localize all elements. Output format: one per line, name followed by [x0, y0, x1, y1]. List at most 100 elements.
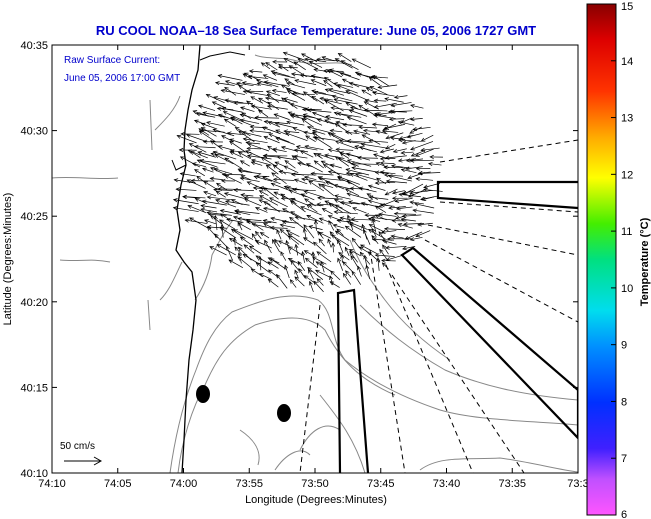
current-vector [274, 121, 295, 129]
current-vector [311, 256, 327, 265]
current-vector [202, 167, 214, 173]
current-vector [239, 118, 260, 124]
current-vector [371, 122, 389, 127]
current-vector [304, 175, 317, 181]
current-vector [214, 233, 227, 247]
scale-label: 50 cm/s [60, 441, 95, 452]
current-vector [302, 227, 307, 240]
current-vector [200, 122, 216, 129]
current-vector [322, 163, 341, 176]
current-vector [333, 199, 352, 207]
current-vector [375, 129, 388, 135]
current-vector [224, 157, 242, 169]
y-tick-label: 40:20 [20, 297, 48, 309]
current-vector [397, 138, 422, 143]
current-vector [283, 165, 299, 174]
current-vector [203, 219, 217, 225]
current-vector [330, 133, 350, 143]
current-vector [397, 223, 413, 229]
current-vector [368, 224, 385, 233]
current-vector [172, 206, 199, 212]
current-vector [289, 102, 308, 109]
current-vector [302, 237, 314, 245]
current-vector [301, 250, 306, 263]
survey-box-east [436, 180, 578, 210]
current-vector [222, 111, 242, 121]
current-vector [305, 135, 316, 143]
figure-title: RU COOL NOAA–18 Sea Surface Temperature:… [96, 23, 536, 38]
current-vector [242, 137, 268, 144]
current-vector [187, 149, 208, 159]
current-vector [190, 178, 215, 183]
current-vector [378, 212, 397, 217]
current-vector [385, 245, 407, 250]
current-vector [409, 189, 433, 195]
current-vector [346, 220, 368, 230]
y-tick-label: 40:30 [20, 126, 48, 138]
current-vector [240, 106, 255, 112]
current-vector [253, 175, 273, 182]
colorbar-tick-label: 8 [621, 396, 627, 408]
current-vector [302, 116, 323, 126]
current-vector [409, 158, 435, 163]
current-vector [397, 120, 415, 126]
current-vector [384, 188, 398, 196]
current-vector [272, 164, 287, 175]
current-vector [287, 257, 300, 265]
current-vector [217, 74, 243, 81]
current-vector [380, 203, 395, 208]
current-vector [262, 219, 277, 224]
current-vector [245, 150, 261, 158]
current-vector [228, 237, 243, 247]
current-vector [306, 215, 324, 224]
current-vector [240, 175, 252, 181]
colorbar-tick-label: 10 [621, 283, 633, 295]
current-vector [179, 156, 201, 168]
current-vector [351, 270, 362, 285]
x-tick-label: 74:05 [104, 478, 132, 490]
current-vector [247, 142, 270, 152]
current-vector [276, 229, 282, 240]
current-vector [265, 62, 278, 71]
current-vector [270, 216, 290, 223]
current-vector [264, 239, 272, 254]
current-vector [374, 180, 396, 186]
current-vector [344, 188, 360, 197]
current-vector [318, 217, 334, 224]
current-vector [237, 222, 251, 231]
current-vector [308, 280, 314, 293]
current-vector [301, 177, 326, 183]
current-vector [348, 200, 368, 206]
current-vector [269, 258, 288, 271]
current-vector [242, 73, 253, 80]
colorbar-tick-label: 13 [621, 113, 633, 125]
current-vector [286, 120, 305, 126]
current-vector [195, 112, 216, 118]
current-vector [209, 246, 227, 256]
current-vector [351, 237, 360, 249]
current-vector [412, 208, 434, 214]
current-vector [367, 184, 386, 191]
current-vector [415, 230, 431, 238]
current-vector [379, 170, 396, 175]
current-vector [321, 208, 333, 215]
current-vector [344, 130, 360, 135]
current-vector [197, 104, 216, 111]
current-vector [385, 143, 396, 150]
current-vector [357, 265, 362, 277]
x-tick-label: 73:55 [235, 478, 263, 490]
current-vector [272, 59, 288, 64]
current-vector [333, 98, 358, 105]
current-vector [213, 167, 233, 175]
x-tick-label: 73:40 [433, 478, 461, 490]
current-vector [268, 133, 290, 143]
current-vector [395, 206, 413, 211]
current-vector [342, 261, 354, 273]
current-vector [345, 270, 352, 278]
current-vector [310, 171, 334, 176]
current-vector [292, 187, 316, 192]
x-tick-label: 73:35 [498, 478, 526, 490]
current-vector [284, 264, 290, 279]
current-vector [224, 175, 242, 184]
